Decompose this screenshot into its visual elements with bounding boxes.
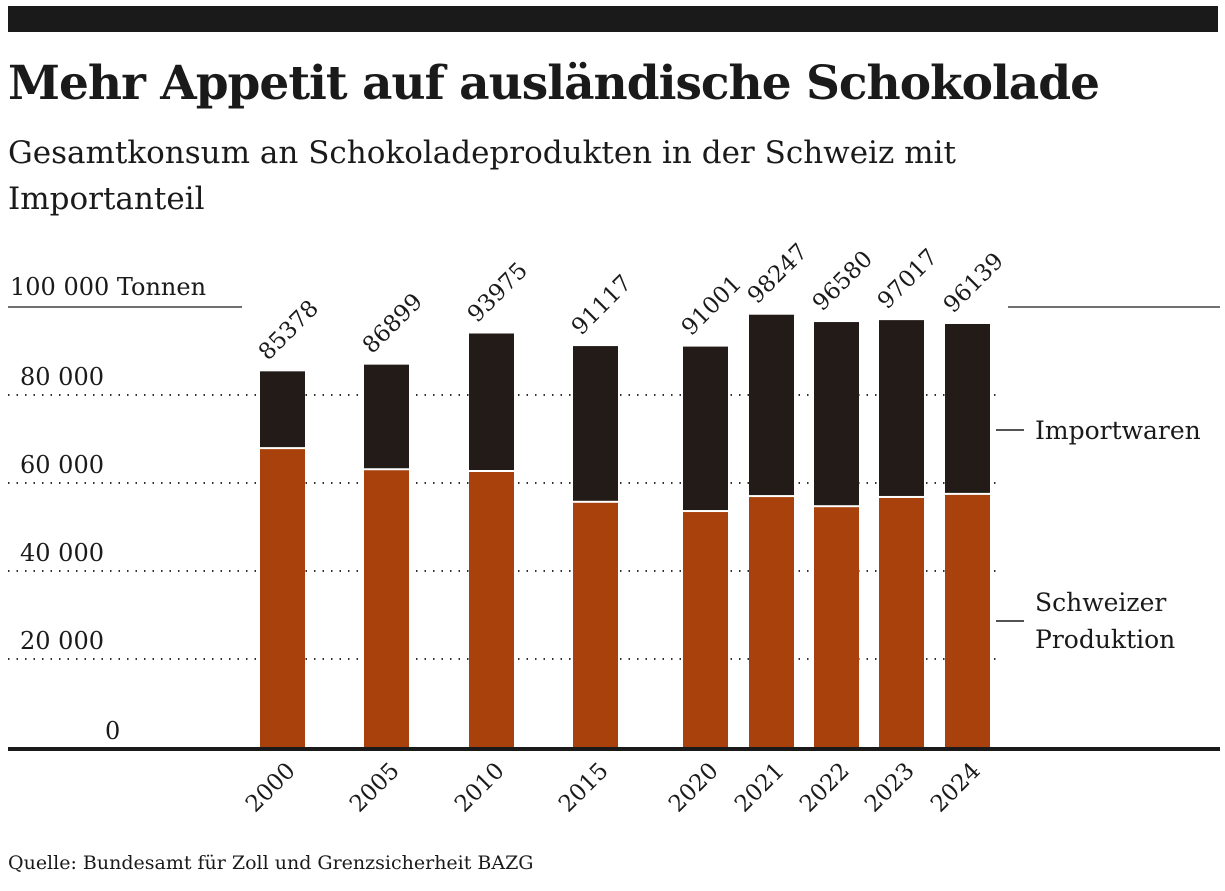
- bar-import-2000: [260, 371, 305, 448]
- y-tick-label: 100 000 Tonnen: [10, 273, 206, 301]
- legend-swiss-line1: Schweizer: [1035, 588, 1166, 617]
- total-label-2000: 85378: [254, 295, 324, 365]
- x-tick-label-2015: 2015: [554, 758, 614, 818]
- total-label-2022: 96580: [808, 246, 878, 316]
- bar-import-2005: [364, 364, 409, 469]
- bar-import-2020: [683, 346, 728, 511]
- total-label-2010: 93975: [463, 258, 533, 328]
- x-tick-label-2024: 2024: [926, 758, 986, 818]
- total-label-2021: 98247: [743, 239, 813, 309]
- bar-swiss-2024: [945, 494, 990, 747]
- x-tick-label-2023: 2023: [860, 758, 920, 818]
- chart-subtitle: Gesamtkonsum an Schokoladeprodukten in d…: [8, 135, 956, 217]
- total-label-2005: 86899: [358, 289, 428, 359]
- bar-import-2022: [814, 322, 859, 506]
- bar-swiss-2010: [469, 472, 514, 747]
- bar-swiss-2023: [879, 497, 924, 747]
- bar-import-2024: [945, 323, 990, 493]
- bar-swiss-2020: [683, 512, 728, 747]
- bar-swiss-2022: [814, 507, 859, 747]
- x-tick-label-2020: 2020: [664, 758, 724, 818]
- total-label-2024: 96139: [939, 248, 1009, 318]
- bar-swiss-2000: [260, 449, 305, 747]
- y-tick-label: 40 000: [20, 539, 104, 567]
- x-tick-label-2000: 2000: [241, 758, 301, 818]
- y-tick-label: 0: [105, 717, 120, 745]
- total-label-2020: 91001: [677, 271, 747, 341]
- source-note: Quelle: Bundesamt für Zoll und Grenzsich…: [8, 852, 534, 874]
- y-tick-label: 60 000: [20, 451, 104, 479]
- bar-import-2023: [879, 320, 924, 496]
- x-tick-label-2005: 2005: [345, 758, 405, 818]
- x-tick-label-2021: 2021: [730, 758, 790, 818]
- y-tick-label: 20 000: [20, 627, 104, 655]
- bar-swiss-2005: [364, 470, 409, 747]
- bar-import-2010: [469, 333, 514, 470]
- x-tick-label-2010: 2010: [450, 758, 510, 818]
- total-label-2023: 97017: [873, 244, 943, 314]
- bar-swiss-2021: [749, 497, 794, 747]
- bar-import-2021: [749, 314, 794, 496]
- bar-swiss-2015: [573, 502, 618, 747]
- total-label-2015: 91117: [567, 270, 637, 340]
- top-bar: [8, 6, 1218, 32]
- bar-import-2015: [573, 346, 618, 501]
- y-tick-label: 80 000: [20, 363, 104, 391]
- legend-import: Importwaren: [1035, 416, 1201, 445]
- x-tick-label-2022: 2022: [795, 758, 855, 818]
- legend-swiss-line2: Produktion: [1035, 625, 1175, 654]
- chart-title: Mehr Appetit auf ausländische Schokolade: [8, 56, 1100, 111]
